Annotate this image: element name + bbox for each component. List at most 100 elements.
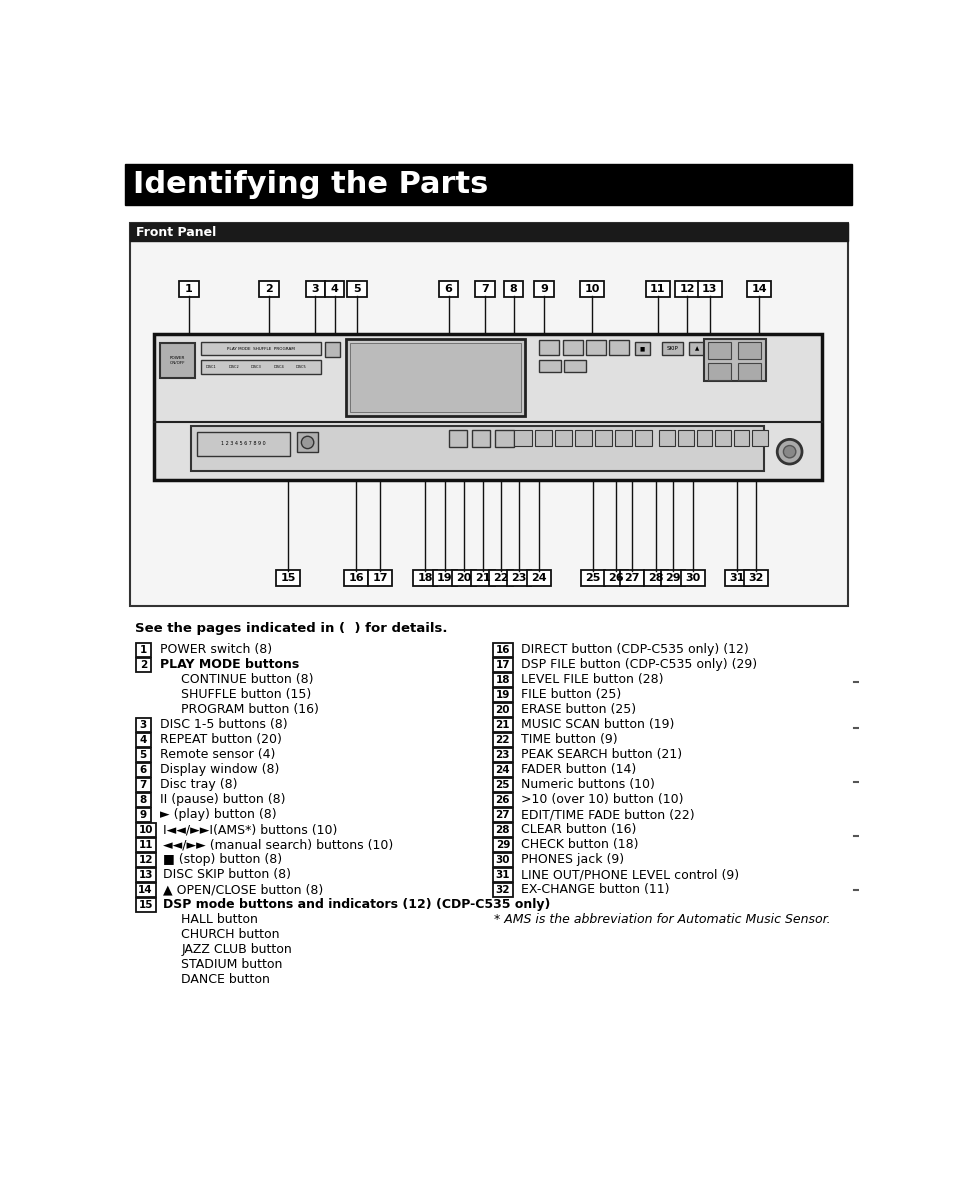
Text: 15: 15 xyxy=(138,900,152,910)
FancyBboxPatch shape xyxy=(697,281,721,298)
Text: 18: 18 xyxy=(417,573,433,582)
Text: 26: 26 xyxy=(608,573,623,582)
Text: CHURCH button: CHURCH button xyxy=(181,928,279,941)
FancyBboxPatch shape xyxy=(347,281,367,298)
Text: 17: 17 xyxy=(495,660,510,669)
FancyBboxPatch shape xyxy=(493,762,513,777)
FancyBboxPatch shape xyxy=(344,569,368,586)
Text: II (pause) button (8): II (pause) button (8) xyxy=(160,793,286,806)
Bar xyxy=(575,430,592,445)
Text: 4: 4 xyxy=(331,285,338,294)
FancyBboxPatch shape xyxy=(413,569,436,586)
Text: ► (play) button (8): ► (play) button (8) xyxy=(160,809,276,822)
FancyBboxPatch shape xyxy=(305,281,325,298)
Text: 20: 20 xyxy=(456,573,472,582)
Text: 21: 21 xyxy=(475,573,490,582)
Text: PHONES jack (9): PHONES jack (9) xyxy=(520,853,623,866)
Text: TIME button (9): TIME button (9) xyxy=(520,734,617,747)
Text: REPEAT button (20): REPEAT button (20) xyxy=(160,734,282,747)
Bar xyxy=(659,430,674,445)
FancyBboxPatch shape xyxy=(493,657,513,672)
FancyBboxPatch shape xyxy=(135,643,151,656)
Text: 22: 22 xyxy=(496,735,510,744)
FancyBboxPatch shape xyxy=(746,281,771,298)
Text: I◄◄/►►I(AMS*) buttons (10): I◄◄/►►I(AMS*) buttons (10) xyxy=(163,823,337,836)
Text: 6: 6 xyxy=(139,765,147,774)
Text: 9: 9 xyxy=(139,810,147,819)
Circle shape xyxy=(301,436,314,449)
FancyBboxPatch shape xyxy=(493,643,513,656)
Text: 13: 13 xyxy=(138,869,152,880)
Text: 18: 18 xyxy=(496,674,510,685)
FancyBboxPatch shape xyxy=(493,673,513,686)
Text: DISC2: DISC2 xyxy=(229,364,239,369)
Text: 29: 29 xyxy=(665,573,680,582)
Text: PEAK SEARCH button (21): PEAK SEARCH button (21) xyxy=(520,748,681,761)
FancyBboxPatch shape xyxy=(580,569,604,586)
FancyBboxPatch shape xyxy=(493,807,513,822)
Text: 20: 20 xyxy=(496,705,510,715)
Circle shape xyxy=(777,439,801,464)
Bar xyxy=(737,363,760,380)
Bar xyxy=(130,223,847,606)
FancyBboxPatch shape xyxy=(368,569,392,586)
FancyBboxPatch shape xyxy=(643,569,667,586)
Text: ■ (stop) button (8): ■ (stop) button (8) xyxy=(163,853,282,866)
FancyBboxPatch shape xyxy=(438,281,457,298)
FancyBboxPatch shape xyxy=(135,853,155,867)
Bar xyxy=(707,342,731,358)
Text: 25: 25 xyxy=(584,573,599,582)
Text: ▲: ▲ xyxy=(695,347,699,351)
Text: 27: 27 xyxy=(623,573,639,582)
Text: DSP mode buttons and indicators (12) (CDP-C535 only): DSP mode buttons and indicators (12) (CD… xyxy=(163,898,550,911)
FancyBboxPatch shape xyxy=(493,793,513,806)
Text: 32: 32 xyxy=(748,573,763,582)
Circle shape xyxy=(782,445,795,457)
Text: 14: 14 xyxy=(751,285,766,294)
Text: EDIT/TIME FADE button (22): EDIT/TIME FADE button (22) xyxy=(520,809,694,822)
Text: 1 2 3 4 5 6 7 8 9 0: 1 2 3 4 5 6 7 8 9 0 xyxy=(221,442,265,447)
Bar xyxy=(200,342,320,355)
Bar xyxy=(196,432,290,455)
Bar xyxy=(752,430,767,445)
FancyBboxPatch shape xyxy=(325,281,344,298)
FancyBboxPatch shape xyxy=(452,569,476,586)
Text: DISC3: DISC3 xyxy=(251,364,261,369)
Text: 11: 11 xyxy=(138,840,152,849)
Text: 16: 16 xyxy=(348,573,364,582)
Text: 16: 16 xyxy=(496,644,510,655)
FancyBboxPatch shape xyxy=(135,823,155,837)
FancyBboxPatch shape xyxy=(276,569,300,586)
Text: 8: 8 xyxy=(509,285,517,294)
Text: 8: 8 xyxy=(139,794,147,805)
Text: 5: 5 xyxy=(139,749,147,760)
Text: Remote sensor (4): Remote sensor (4) xyxy=(160,748,275,761)
FancyBboxPatch shape xyxy=(493,823,513,837)
Bar xyxy=(346,339,524,417)
Text: 27: 27 xyxy=(495,810,510,819)
FancyBboxPatch shape xyxy=(470,569,495,586)
Text: POWER
ON/OFF: POWER ON/OFF xyxy=(170,356,186,364)
Text: 14: 14 xyxy=(138,885,152,894)
FancyBboxPatch shape xyxy=(135,778,151,792)
Text: 29: 29 xyxy=(496,840,510,849)
Bar xyxy=(538,360,560,373)
Text: 30: 30 xyxy=(496,855,510,865)
FancyBboxPatch shape xyxy=(135,868,155,881)
Text: STADIUM button: STADIUM button xyxy=(181,959,282,972)
Bar xyxy=(324,342,340,357)
Bar xyxy=(297,432,317,453)
Bar xyxy=(472,430,490,447)
Bar xyxy=(191,426,763,470)
Text: ◄◄/►► (manual search) buttons (10): ◄◄/►► (manual search) buttons (10) xyxy=(163,838,394,852)
Bar xyxy=(495,430,513,447)
Text: PLAY MODE buttons: PLAY MODE buttons xyxy=(160,659,299,671)
FancyBboxPatch shape xyxy=(135,807,151,822)
Bar xyxy=(514,430,531,445)
FancyBboxPatch shape xyxy=(493,703,513,717)
FancyBboxPatch shape xyxy=(135,898,155,912)
FancyBboxPatch shape xyxy=(603,569,627,586)
FancyBboxPatch shape xyxy=(493,883,513,897)
FancyBboxPatch shape xyxy=(493,853,513,867)
FancyBboxPatch shape xyxy=(179,281,198,298)
